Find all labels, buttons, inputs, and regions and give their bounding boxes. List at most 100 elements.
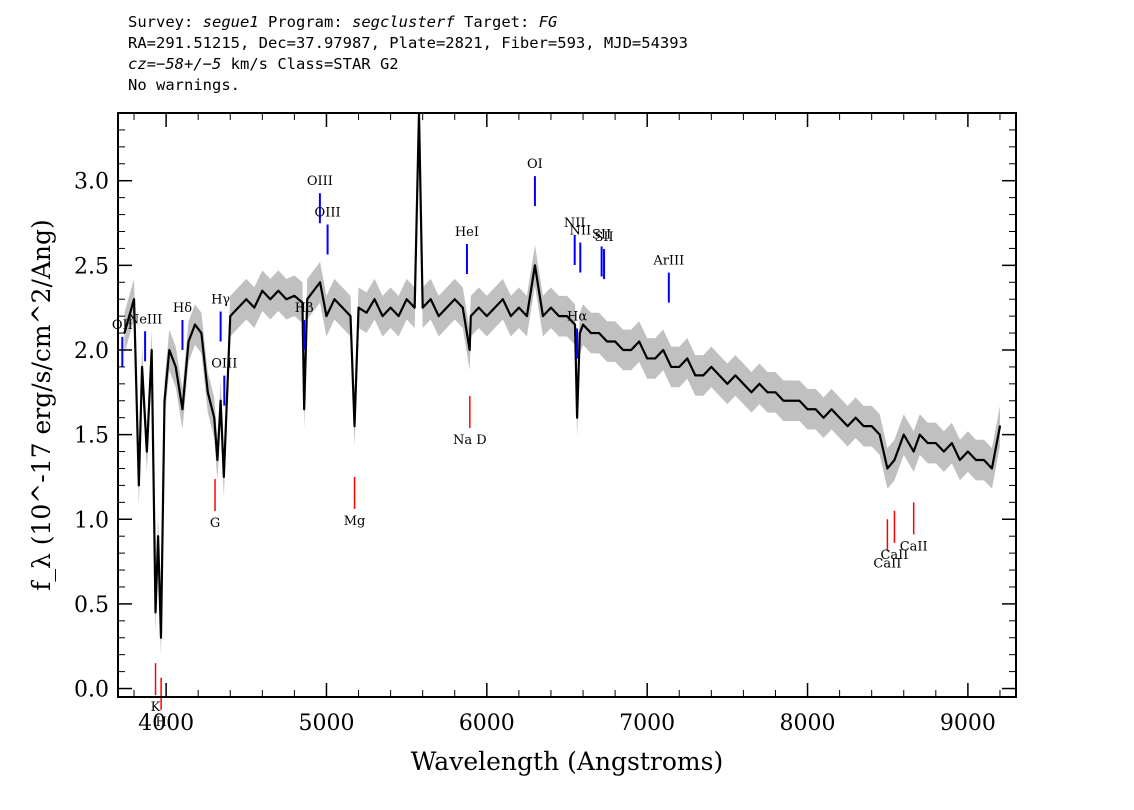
emission-label: OIII xyxy=(315,206,341,221)
emission-label: ArIII xyxy=(652,254,684,269)
y-tick-label: 3.0 xyxy=(74,170,109,195)
error-band xyxy=(124,113,1000,659)
absorption-label: CaII xyxy=(880,548,908,563)
emission-label: Hβ xyxy=(295,301,314,316)
data-point xyxy=(662,349,665,351)
data-point xyxy=(550,306,552,309)
data-point xyxy=(222,476,225,478)
header-line-coords: RA=291.51215, Dec=37.97987, Plate=2821, … xyxy=(128,34,688,52)
data-point xyxy=(862,425,865,428)
data-point xyxy=(606,340,608,343)
data-point xyxy=(975,459,977,461)
data-point xyxy=(293,294,296,297)
data-point xyxy=(598,332,600,334)
emission-label: SII xyxy=(594,230,613,245)
data-point xyxy=(187,340,190,343)
absorption-label: Mg xyxy=(344,514,366,529)
data-point xyxy=(886,467,889,470)
x-axis-title: Wavelength (Angstroms) xyxy=(411,747,723,776)
data-point xyxy=(838,416,841,419)
data-point xyxy=(966,450,969,453)
y-tick-label: 2.5 xyxy=(74,254,109,279)
data-point xyxy=(219,399,222,402)
x-tick-label: 4000 xyxy=(138,711,194,736)
data-point xyxy=(742,382,745,385)
emission-label: NII xyxy=(569,224,591,239)
spectrum-header: Survey: segue1 Program: segclusterf Targ… xyxy=(128,12,688,96)
emission-label: HeI xyxy=(455,225,479,240)
survey-value: segue1 xyxy=(202,13,259,31)
data-point xyxy=(590,332,592,334)
data-point xyxy=(902,433,905,436)
cz-value: cz=−58+/−5 xyxy=(128,55,222,73)
data-point xyxy=(357,306,360,309)
data-point xyxy=(445,306,448,309)
data-point xyxy=(726,382,729,385)
data-point xyxy=(878,433,881,436)
data-point xyxy=(303,408,306,411)
data-point xyxy=(576,416,579,419)
data-point xyxy=(145,450,148,453)
data-point xyxy=(734,374,737,377)
data-point xyxy=(333,298,336,301)
data-point xyxy=(194,323,196,326)
data-point xyxy=(517,306,520,309)
data-point xyxy=(429,298,432,301)
absorption-label: H xyxy=(155,715,166,730)
data-point xyxy=(365,311,368,314)
data-point xyxy=(702,374,705,377)
data-point xyxy=(501,298,504,301)
data-point xyxy=(353,425,356,428)
emission-label: SII xyxy=(592,228,611,243)
data-point xyxy=(574,323,576,326)
data-point xyxy=(694,374,697,377)
data-point xyxy=(614,340,617,343)
program-label: Program: xyxy=(268,13,343,31)
data-point xyxy=(285,298,288,301)
data-point xyxy=(349,315,352,318)
data-point xyxy=(306,298,309,301)
data-point xyxy=(950,442,953,444)
emission-label: OIII xyxy=(211,357,237,372)
data-point xyxy=(206,391,209,394)
data-point xyxy=(405,298,408,301)
data-point xyxy=(174,366,177,368)
emission-label: Hδ xyxy=(173,301,192,316)
data-point xyxy=(542,315,544,318)
header-line-survey: Survey: segue1 Program: segclusterf Targ… xyxy=(128,12,688,33)
emission-label: NeIII xyxy=(128,312,162,327)
absorption-label: CaII xyxy=(873,556,901,571)
data-point xyxy=(461,306,464,309)
absorption-label: CaII xyxy=(900,539,928,554)
data-point xyxy=(870,425,873,428)
data-point xyxy=(137,484,140,487)
data-point xyxy=(830,408,833,411)
data-point xyxy=(678,366,681,368)
data-point xyxy=(413,306,416,309)
data-point xyxy=(782,399,785,402)
data-point xyxy=(154,611,157,614)
data-point xyxy=(918,433,921,436)
y-tick-label: 2.0 xyxy=(74,339,109,364)
data-point xyxy=(325,315,328,318)
data-point xyxy=(942,450,945,453)
data-point xyxy=(150,349,153,351)
data-point xyxy=(646,357,649,360)
data-point xyxy=(381,315,384,318)
data-point xyxy=(686,357,689,360)
data-point xyxy=(389,306,392,309)
emission-label: OIII xyxy=(307,174,333,189)
data-point xyxy=(854,416,857,419)
data-point xyxy=(160,636,162,639)
data-point xyxy=(469,315,472,318)
y-tick-label: 1.0 xyxy=(74,508,109,533)
data-point xyxy=(999,425,1001,428)
plot-frame xyxy=(117,112,1017,698)
absorption-label: G xyxy=(210,516,220,531)
data-point xyxy=(341,306,344,309)
y-axis-title: f_λ (10^-17 erg/s/cm^2/Ang) xyxy=(27,219,56,591)
target-label: Target: xyxy=(464,13,530,31)
data-point xyxy=(468,349,471,351)
data-point xyxy=(710,366,713,368)
